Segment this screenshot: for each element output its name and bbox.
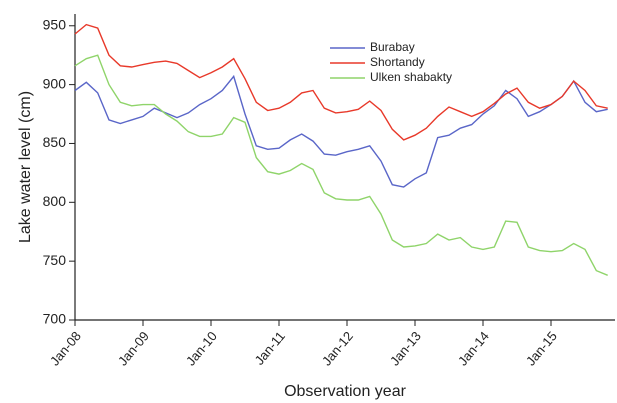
series-line (74, 74, 608, 188)
legend-label: Burabay (370, 40, 415, 54)
legend-label: Shortandy (370, 55, 425, 69)
y-tick-label: 700 (43, 311, 67, 327)
y-tick-label: 850 (43, 134, 67, 150)
y-tick-label: 900 (43, 75, 67, 91)
x-tick-label: Jan-15 (523, 328, 560, 368)
x-axis-label: Observation year (284, 383, 407, 400)
y-tick-label: 950 (43, 16, 67, 32)
y-tick-label: 750 (43, 252, 67, 268)
y-tick-label: 800 (43, 193, 67, 209)
series-line (74, 23, 608, 141)
legend-label: Ulken shabakty (370, 70, 452, 84)
x-tick-label: Jan-13 (387, 328, 424, 368)
y-axis-label: Lake water level (cm) (17, 91, 34, 243)
x-tick-label: Jan-09 (115, 328, 152, 368)
x-tick-label: Jan-11 (252, 328, 288, 367)
x-tick-label: Jan-12 (319, 328, 356, 368)
x-tick-label: Jan-08 (47, 328, 84, 368)
series-line (74, 54, 608, 276)
x-tick-label: Jan-14 (455, 328, 492, 368)
x-tick-label: Jan-10 (183, 328, 220, 368)
